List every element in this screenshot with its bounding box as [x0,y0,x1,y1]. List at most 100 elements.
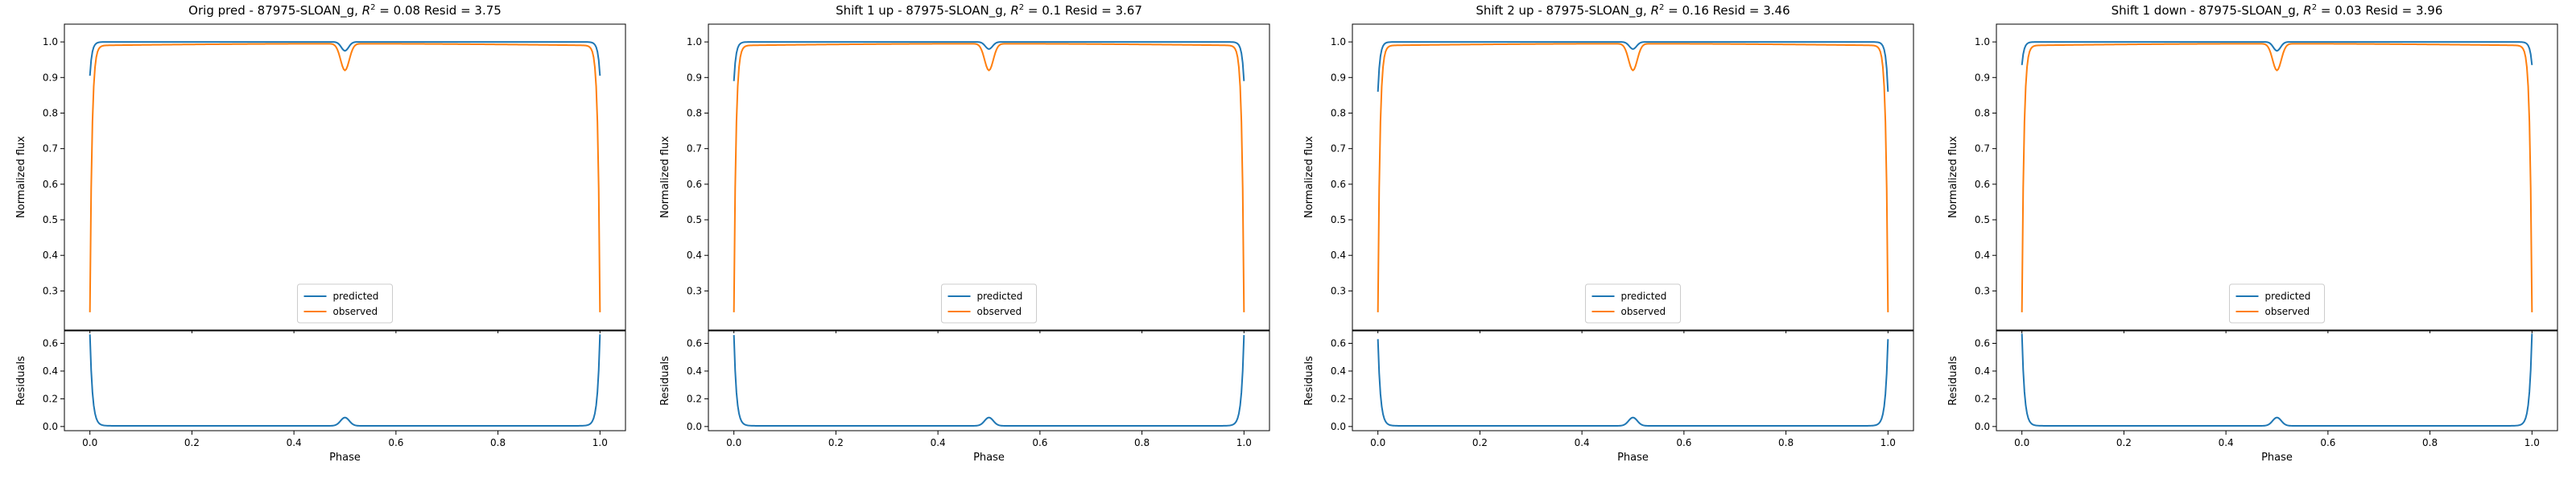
y-tick-label: 0.5 [1975,214,1990,225]
resid-y-tick-label: 0.0 [687,421,702,432]
legend-label-observed: observed [1621,306,1666,317]
x-axis-label: Phase [973,452,1005,464]
y-tick-label: 0.8 [1975,107,1990,118]
y-axis-label: Normalized flux [1303,136,1315,218]
y-axis-label: Normalized flux [15,136,27,218]
residual-axis-label: Residuals [659,356,671,406]
legend-box [941,283,1037,324]
residual-axes-frame [64,330,626,431]
resid-y-tick-label: 0.6 [1975,338,1990,349]
legend-box [297,283,393,324]
title-prefix: Shift 2 up - 87975-SLOAN_g, [1476,3,1650,19]
legend-label-observed: observed [2265,306,2310,317]
y-tick-label: 0.7 [687,143,702,155]
y-tick-label: 0.4 [1331,250,1346,261]
y-tick-label: 0.4 [1975,250,1990,261]
x-tick-label: 0.2 [1472,437,1488,448]
x-tick-label: 0.4 [1575,437,1590,448]
x-tick-label: 0.6 [388,437,403,448]
y-tick-label: 0.6 [687,179,702,190]
subplot-1: Orig pred - 87975-SLOAN_g, R2 = 0.08 Res… [15,3,626,464]
legend-label-predicted: predicted [1621,291,1667,302]
y-tick-label: 0.9 [1331,72,1346,83]
resid-y-tick-label: 0.6 [43,338,58,349]
y-tick-label: 1.0 [1975,36,1990,47]
legend-label-observed: observed [977,306,1022,317]
title-superscript: 2 [1659,3,1664,12]
y-tick-label: 0.8 [1331,107,1346,118]
title-r: R [2303,3,2311,18]
x-tick-label: 0.8 [2422,437,2438,448]
y-tick-label: 0.7 [43,143,58,155]
x-tick-label: 0.4 [931,437,946,448]
title-suffix: Resid = 3.67 [1061,3,1142,18]
y-tick-label: 0.3 [1975,285,1990,296]
title-r: R [362,3,370,18]
series-residual-line [89,334,601,427]
x-axis-label: Phase [2261,452,2293,464]
series-observed-line [2021,43,2533,312]
chart-title: Shift 2 up - 87975-SLOAN_g, R2 = 0.16 Re… [1476,3,1790,19]
series-residual-line [2021,333,2533,427]
title-equals: = 0.08 [376,3,421,18]
x-tick-label: 1.0 [2524,437,2540,448]
y-axis-label: Normalized flux [659,136,671,218]
series-residual-line [1377,339,1889,427]
chart-title: Orig pred - 87975-SLOAN_g, R2 = 0.08 Res… [188,3,502,19]
title-suffix: Resid = 3.46 [1709,3,1790,18]
subplot-4: Shift 1 down - 87975-SLOAN_g, R2 = 0.03 … [1947,3,2558,464]
resid-y-tick-label: 0.0 [43,421,58,432]
legend: predicted observed [941,283,1037,324]
y-tick-label: 1.0 [1331,36,1346,47]
y-tick-label: 0.3 [43,285,58,296]
x-tick-label: 0.0 [1370,437,1385,448]
y-tick-label: 0.8 [687,107,702,118]
resid-y-tick-label: 0.2 [1331,393,1346,404]
x-tick-label: 0.0 [82,437,97,448]
x-tick-label: 0.2 [828,437,844,448]
x-tick-label: 1.0 [1236,437,1252,448]
y-tick-label: 0.9 [43,72,58,83]
legend-label-observed: observed [333,306,378,317]
y-axis-label: Normalized flux [1947,136,1959,218]
legend: predicted observed [1585,283,1681,324]
y-tick-label: 1.0 [43,36,58,47]
title-equals: = 0.1 [1024,3,1061,18]
x-tick-label: 1.0 [1880,437,1896,448]
series-observed-line [1377,43,1889,312]
main-axes-frame [1352,23,1914,331]
x-tick-label: 0.0 [726,437,741,448]
resid-y-tick-label: 0.4 [1331,365,1346,377]
y-tick-label: 0.5 [687,214,702,225]
x-tick-label: 0.6 [1676,437,1691,448]
y-tick-label: 0.7 [1331,143,1346,155]
series-observed-line [733,43,1245,312]
series-observed-line [89,43,601,312]
x-axis-label: Phase [1617,452,1649,464]
title-prefix: Shift 1 up - 87975-SLOAN_g, [836,3,1010,19]
title-equals: = 0.03 [2317,3,2362,18]
residual-axes-frame [1352,330,1914,431]
resid-y-tick-label: 0.2 [43,393,58,404]
x-tick-label: 1.0 [592,437,608,448]
title-suffix: Resid = 3.96 [2362,3,2443,18]
title-r: R [1010,3,1018,18]
y-tick-label: 0.9 [1975,72,1990,83]
title-prefix: Shift 1 down - 87975-SLOAN_g, [2112,3,2304,19]
chart-title: Shift 1 up - 87975-SLOAN_g, R2 = 0.1 Res… [836,3,1142,19]
y-tick-label: 0.5 [43,214,58,225]
y-tick-label: 0.4 [687,250,702,261]
legend-box [2229,283,2325,324]
x-tick-label: 0.8 [1778,437,1794,448]
resid-y-tick-label: 0.4 [687,365,702,377]
residual-axes-frame [1996,330,2558,431]
y-tick-label: 0.9 [687,72,702,83]
title-suffix: Resid = 3.75 [420,3,502,18]
residual-axes-frame [708,330,1270,431]
legend-label-predicted: predicted [977,291,1023,302]
resid-y-tick-label: 0.2 [687,393,702,404]
y-tick-label: 0.3 [687,285,702,296]
y-tick-label: 0.6 [1975,179,1990,190]
series-predicted-line [733,41,1245,81]
